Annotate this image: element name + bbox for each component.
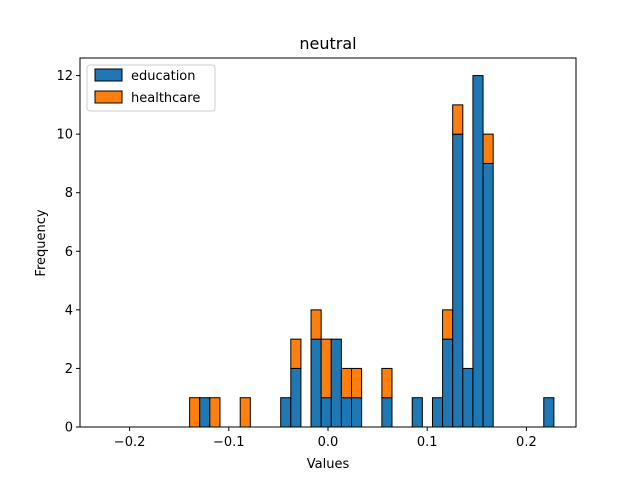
bar-education-13 bbox=[320, 397, 332, 428]
x-tick-label: 0.2 bbox=[516, 435, 537, 450]
x-axis-ticks: −0.2 −0.1 0.0 0.1 0.2 bbox=[114, 427, 537, 450]
x-tick-label: 0.1 bbox=[417, 435, 438, 450]
bar-education-35 bbox=[543, 397, 555, 428]
bar-education-1 bbox=[199, 397, 211, 428]
y-tick-label: 10 bbox=[56, 128, 73, 143]
y-tick-label: 2 bbox=[65, 362, 73, 377]
legend-label-education: education bbox=[131, 69, 196, 84]
x-tick-label: −0.2 bbox=[114, 435, 146, 450]
bar-healthcare-29 bbox=[482, 133, 494, 164]
bar-education-29 bbox=[482, 162, 494, 428]
bar-education-28 bbox=[472, 75, 484, 428]
y-tick-label: 0 bbox=[65, 421, 73, 436]
y-tick-label: 8 bbox=[65, 186, 73, 201]
bar-healthcare-10 bbox=[290, 338, 302, 369]
bar-healthcare-5 bbox=[239, 397, 251, 428]
bar-healthcare-25 bbox=[442, 309, 454, 340]
bar-healthcare-12 bbox=[310, 309, 322, 340]
bars-group bbox=[189, 75, 555, 428]
plot-frame bbox=[79, 57, 577, 428]
legend-swatch-healthcare bbox=[94, 90, 123, 104]
bar-education-15 bbox=[340, 397, 353, 428]
bar-education-27 bbox=[462, 367, 474, 428]
bar-education-25 bbox=[442, 338, 454, 428]
y-tick-label: 6 bbox=[65, 245, 73, 260]
legend-label-healthcare: healthcare bbox=[131, 91, 200, 106]
bar-education-22 bbox=[411, 397, 423, 428]
bar-healthcare-15 bbox=[340, 367, 353, 399]
bar-education-12 bbox=[310, 338, 322, 428]
y-tick-label: 4 bbox=[65, 303, 73, 318]
y-tick-label: 12 bbox=[56, 69, 73, 84]
bar-healthcare-16 bbox=[351, 367, 363, 399]
bar-education-16 bbox=[351, 397, 363, 428]
bar-education-14 bbox=[330, 338, 342, 428]
y-axis-ticks: 0 2 4 6 8 10 12 bbox=[56, 69, 80, 436]
legend-swatch-education bbox=[94, 68, 123, 82]
x-tick-label: −0.1 bbox=[213, 435, 245, 450]
bar-education-19 bbox=[381, 397, 393, 428]
bar-education-9 bbox=[280, 397, 292, 428]
bar-healthcare-19 bbox=[381, 367, 393, 399]
bar-healthcare-0 bbox=[189, 397, 201, 428]
legend: education healthcare bbox=[86, 64, 216, 112]
x-axis-label: Values bbox=[307, 457, 350, 472]
y-axis-label: Frequency bbox=[34, 209, 49, 276]
bar-healthcare-13 bbox=[320, 338, 332, 399]
bar-healthcare-2 bbox=[209, 397, 221, 428]
bar-education-24 bbox=[431, 397, 444, 428]
x-tick-label: 0.0 bbox=[318, 435, 339, 450]
chart-title: neutral bbox=[299, 34, 356, 53]
bar-healthcare-26 bbox=[452, 104, 464, 135]
bar-education-26 bbox=[452, 133, 464, 428]
bar-education-10 bbox=[290, 367, 302, 428]
